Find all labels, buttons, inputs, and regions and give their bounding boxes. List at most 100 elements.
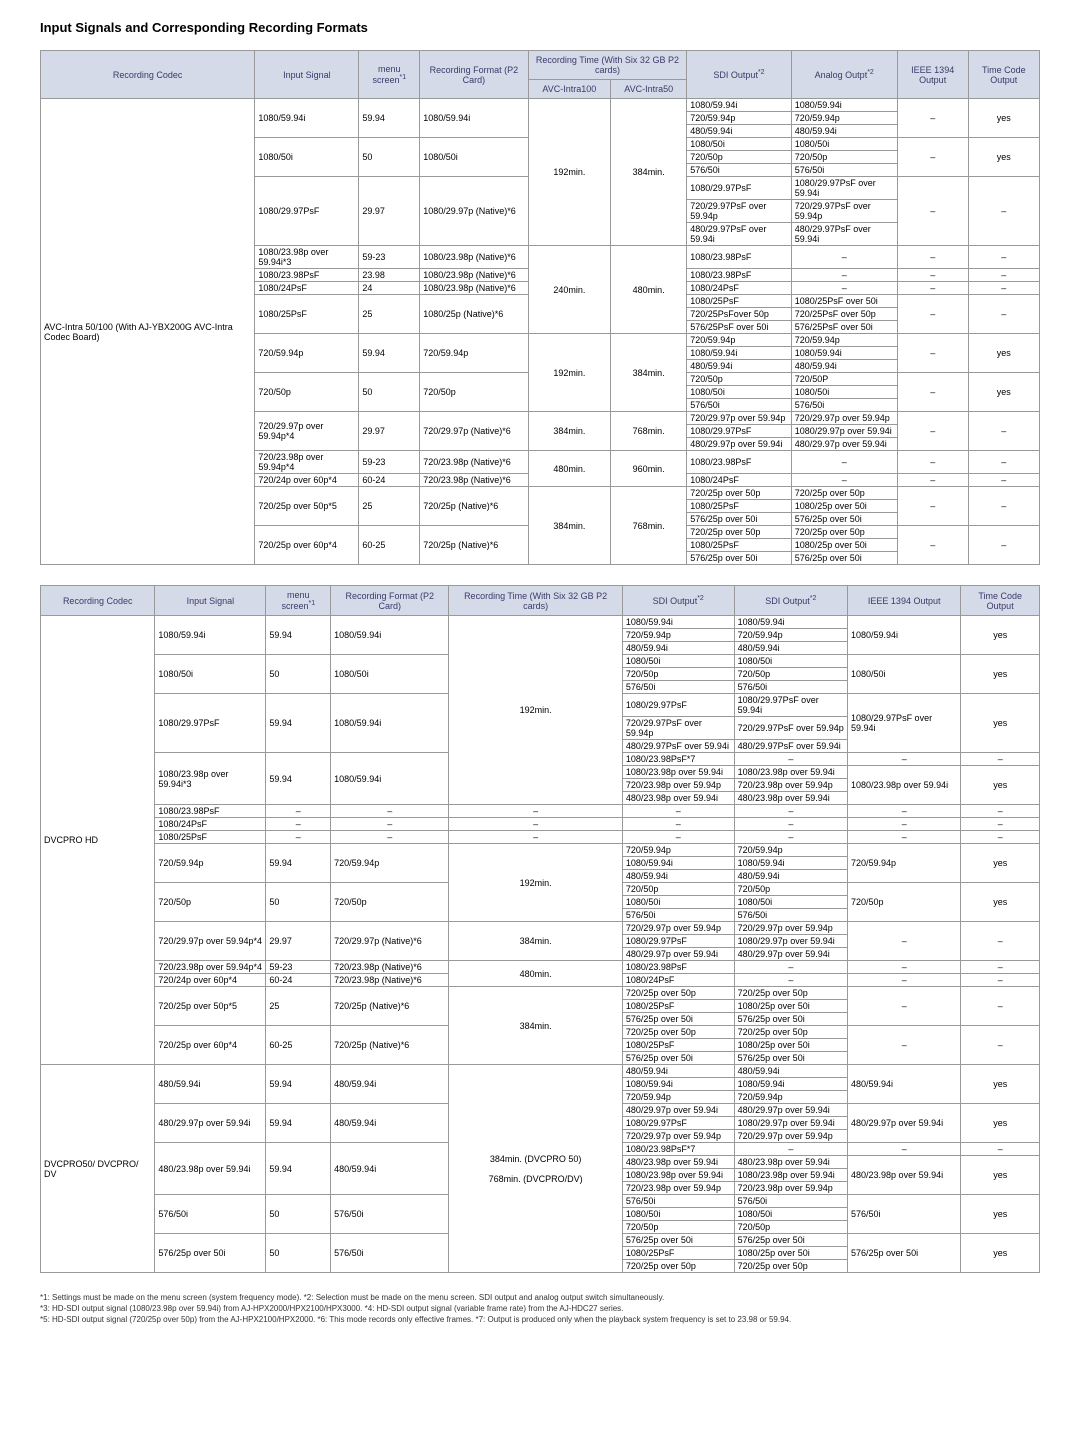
rt50-cell: 768min.	[611, 487, 687, 565]
sdi-cell: 480/59.94i	[687, 360, 791, 373]
sdi1-cell: 1080/29.97PsF	[622, 935, 734, 948]
sdi1-cell: 576/25p over 50i	[622, 1013, 734, 1026]
footnote-3: *5: HD-SDI output signal (720/25p over 5…	[40, 1315, 1040, 1324]
menu-cell: 50	[266, 1234, 331, 1273]
rectime-cell: 384min. (DVCPRO 50) 768min. (DVCPRO/DV)	[449, 1065, 623, 1273]
sdi-cell: 720/50p	[687, 151, 791, 164]
ieee-cell: –	[897, 334, 968, 373]
table-row: 720/25p over 50p*525720/25p (Native)*638…	[41, 987, 1040, 1000]
sdi1-cell: 720/25p over 50p	[622, 987, 734, 1000]
format-cell: 720/29.97p (Native)*6	[331, 922, 449, 961]
menu-cell: 59.94	[266, 616, 331, 655]
rectime-cell: –	[449, 818, 623, 831]
menu-cell: –	[266, 818, 331, 831]
sdi-cell: 720/29.97p over 59.94p	[687, 412, 791, 425]
sdi1-cell: 1080/50i	[622, 896, 734, 909]
format-cell: 480/59.94i	[331, 1104, 449, 1143]
codec-cell: AVC-Intra 50/100 (With AJ-YBX200G AVC-In…	[41, 99, 255, 565]
format-cell: 720/25p (Native)*6	[331, 987, 449, 1026]
analog-cell: –	[791, 269, 897, 282]
sdi-cell: 1080/25PsF	[687, 539, 791, 552]
th-format: Recording Format (P2 Card)	[331, 586, 449, 616]
th-tc: Time Code Output	[961, 586, 1040, 616]
page-title: Input Signals and Corresponding Recordin…	[40, 20, 1040, 35]
sdi1-cell: –	[622, 805, 734, 818]
tc-cell: –	[968, 295, 1039, 334]
rt100-cell: 384min.	[528, 412, 611, 451]
menu-cell: 50	[266, 1195, 331, 1234]
tc-cell: –	[961, 1143, 1040, 1156]
tc-cell: yes	[961, 883, 1040, 922]
tc-cell: –	[961, 987, 1040, 1026]
analog-cell: 1080/25p over 50i	[791, 500, 897, 513]
sdi2-cell: 720/23.98p over 59.94p	[734, 779, 847, 792]
table-row: DVCPRO50/ DVCPRO/ DV480/59.94i59.94480/5…	[41, 1065, 1040, 1078]
tc-cell: –	[961, 974, 1040, 987]
analog-cell: 576/25p over 50i	[791, 513, 897, 526]
th-input: Input Signal	[255, 51, 359, 99]
input-cell: 1080/24PsF	[155, 818, 266, 831]
rt100-cell: 480min.	[528, 451, 611, 487]
menu-cell: –	[266, 805, 331, 818]
table-row: 1080/24PsF–––––––	[41, 818, 1040, 831]
sdi-cell: 1080/29.97PsF	[687, 425, 791, 438]
menu-cell: 24	[359, 282, 420, 295]
tc-cell: –	[968, 526, 1039, 565]
input-cell: 576/50i	[155, 1195, 266, 1234]
th-menu: menu screen*1	[266, 586, 331, 616]
sdi-cell: 1080/24PsF	[687, 474, 791, 487]
sdi-cell: 1080/25PsF	[687, 500, 791, 513]
analog-cell: 480/29.97p over 59.94i	[791, 438, 897, 451]
format-cell: 1080/23.98p (Native)*6	[420, 269, 528, 282]
input-cell: 480/59.94i	[155, 1065, 266, 1104]
input-cell: 720/29.97p over 59.94p*4	[255, 412, 359, 451]
ieee-cell: –	[897, 487, 968, 526]
menu-cell: 59.94	[266, 694, 331, 753]
sdi2-cell: 480/29.97PsF over 59.94i	[734, 740, 847, 753]
input-cell: 1080/25PsF	[155, 831, 266, 844]
sdi1-cell: 576/50i	[622, 909, 734, 922]
ieee-cell: –	[897, 474, 968, 487]
ieee-cell: –	[897, 295, 968, 334]
sdi-cell: 720/25p over 50p	[687, 487, 791, 500]
input-cell: 1080/23.98p over 59.94i*3	[155, 753, 266, 805]
analog-cell: –	[791, 474, 897, 487]
menu-cell: 50	[359, 373, 420, 412]
analog-cell: 720/50P	[791, 373, 897, 386]
sdi2-cell: 720/29.97p over 59.94p	[734, 922, 847, 935]
ieee-cell: –	[897, 246, 968, 269]
sdi2-cell: –	[734, 831, 847, 844]
sdi2-cell: 480/29.97p over 59.94i	[734, 948, 847, 961]
sdi-cell: 1080/50i	[687, 138, 791, 151]
input-cell: 720/25p over 50p*5	[255, 487, 359, 526]
sdi1-cell: 576/25p over 50i	[622, 1234, 734, 1247]
table-row: 720/29.97p over 59.94p*429.97720/29.97p …	[41, 922, 1040, 935]
sdi1-cell: 720/25p over 50p	[622, 1260, 734, 1273]
sdi1-cell: 720/50p	[622, 1221, 734, 1234]
codec-cell: DVCPRO50/ DVCPRO/ DV	[41, 1065, 155, 1273]
sdi1-cell: 720/29.97PsF over 59.94p	[622, 717, 734, 740]
sdi2-cell: 720/29.97p over 59.94p	[734, 1130, 847, 1143]
tc-cell: yes	[961, 1234, 1040, 1273]
tc-cell: yes	[961, 1104, 1040, 1143]
sdi2-cell: 1080/29.97p over 59.94i	[734, 935, 847, 948]
sdi2-cell: 720/25p over 50p	[734, 987, 847, 1000]
sdi-cell: 720/29.97PsF over 59.94p	[687, 200, 791, 223]
tc-cell: –	[961, 831, 1040, 844]
input-cell: 1080/23.98PsF	[255, 269, 359, 282]
analog-cell: 1080/29.97p over 59.94i	[791, 425, 897, 438]
sdi1-cell: 720/23.98p over 59.94p	[622, 779, 734, 792]
sdi2-cell: 1080/25p over 50i	[734, 1247, 847, 1260]
menu-cell: 29.97	[359, 177, 420, 246]
sdi2-cell: 1080/23.98p over 59.94i	[734, 766, 847, 779]
table-row: 720/23.98p over 59.94p*459-23720/23.98p …	[41, 961, 1040, 974]
format-cell: –	[331, 818, 449, 831]
format-cell: 1080/59.94i	[331, 616, 449, 655]
sdi2-cell: 1080/25p over 50i	[734, 1039, 847, 1052]
tc-cell: –	[968, 246, 1039, 269]
th-menu: menu screen*1	[359, 51, 420, 99]
analog-cell: 480/59.94i	[791, 125, 897, 138]
sdi1-cell: 480/23.98p over 59.94i	[622, 792, 734, 805]
sdi1-cell: 1080/25PsF	[622, 1247, 734, 1260]
tc-cell: –	[968, 487, 1039, 526]
